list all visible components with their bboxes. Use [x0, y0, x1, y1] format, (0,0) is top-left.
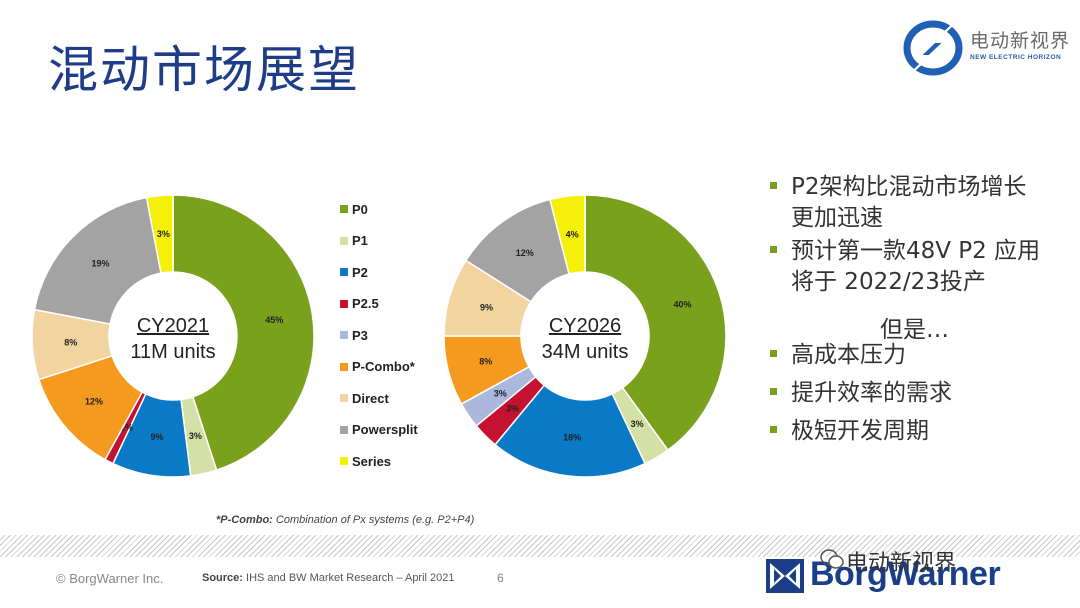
bullet-item: 预计第一款48V P2 应用 将于 2022/23投产: [770, 236, 1040, 298]
electric-horizon-logo: 电动新视界 NEW ELECTRIC HORIZON: [900, 12, 1070, 78]
donut-data-label: 3%: [189, 431, 202, 441]
source-text: IHS and BW Market Research – April 2021: [242, 572, 455, 584]
footnote-text: Combination of Px systems (e.g. P2+P4): [272, 514, 475, 526]
donut-data-label: 9%: [480, 302, 493, 312]
legend-item: P-Combo*: [340, 358, 415, 376]
bullet-item: 提升效率的需求: [770, 378, 952, 409]
logo-chinese-name: 电动新视界: [970, 30, 1071, 52]
donut-data-label: 3%: [494, 389, 507, 399]
donut-data-label: 12%: [516, 248, 534, 258]
legend-label: P-Combo*: [352, 359, 415, 374]
legend-item: Series: [340, 452, 391, 470]
bullet-line: P2架构比混动市场增长: [791, 174, 1027, 200]
legend-item: P0: [340, 200, 368, 218]
bullet-text: 极短开发周期: [791, 416, 929, 447]
donut-slice-p2: [494, 384, 647, 478]
legend-item: P1: [340, 232, 368, 250]
borgwarner-logo-icon: [766, 559, 804, 593]
donut-slice-powersplit: [33, 196, 162, 325]
donut-data-label: 1%: [120, 422, 133, 432]
legend-swatch: [340, 394, 348, 402]
donut-data-label: 45%: [265, 315, 283, 325]
legend-swatch: [340, 205, 348, 213]
legend-item: Powersplit: [340, 421, 418, 439]
donut-center-year: CY2026: [549, 315, 621, 337]
legend-label: P3: [352, 327, 368, 343]
bullet-text: P2架构比混动市场增长 更加迅速: [791, 172, 1027, 234]
donut-data-label: 40%: [673, 299, 691, 309]
donut-data-label: 12%: [85, 396, 103, 406]
legend-item: P2.5: [340, 295, 379, 313]
legend-label: P1: [352, 233, 368, 248]
bullet-line: 更加迅速: [791, 205, 883, 231]
donut-data-label: 8%: [479, 356, 492, 366]
legend-item: P2: [340, 263, 368, 281]
legend-swatch: [340, 362, 348, 371]
bullet-item: P2架构比混动市场增长 更加迅速: [770, 172, 1027, 234]
donut-data-label: 3%: [506, 403, 519, 413]
legend-label: Direct: [352, 390, 389, 406]
legend-label: P0: [352, 201, 368, 217]
legend-item: Direct: [340, 389, 389, 407]
source-label: Source:: [202, 572, 243, 584]
bullet-item: 极短开发周期: [770, 416, 929, 447]
legend-swatch: [340, 299, 348, 308]
bullet-square-icon: [770, 350, 777, 357]
donut-data-label: 3%: [631, 419, 644, 429]
bullet-line: 高成本压力: [791, 342, 906, 368]
legend-swatch: [340, 236, 348, 245]
donut-slice-series: [145, 194, 174, 275]
legend-item: P3: [340, 326, 368, 344]
bullet-text: 预计第一款48V P2 应用 将于 2022/23投产: [791, 236, 1040, 298]
donut-center-units: 11M units: [130, 341, 215, 363]
footer-stripe: [0, 535, 1080, 557]
bullet-text: 提升效率的需求: [791, 378, 952, 409]
source-note: Source: IHS and BW Market Research – Apr…: [202, 572, 455, 584]
wechat-icon: [820, 549, 844, 569]
bullet-square-icon: [770, 426, 777, 433]
footnote: *P-Combo: Combination of Px systems (e.g…: [216, 514, 474, 526]
bullet-item: 高成本压力: [770, 340, 906, 371]
donut-slice-p0: [584, 194, 727, 452]
donut-slice-series: [549, 194, 586, 275]
logo-english-name: NEW ELECTRIC HORIZON: [970, 54, 1062, 61]
donut-center-units: 34M units: [542, 341, 629, 363]
legend-swatch: [340, 457, 348, 465]
legend-label: P2: [352, 264, 368, 280]
bullet-square-icon: [770, 182, 777, 189]
slide-title: 混动市场展望: [48, 41, 360, 99]
footnote-label: *P-Combo:: [216, 514, 273, 526]
legend-label: Series: [352, 453, 392, 469]
donut-data-label: 3%: [157, 229, 170, 239]
legend-swatch: [340, 331, 348, 339]
bullet-line: 将于 2022/23投产: [791, 269, 986, 295]
bullet-text: 高成本压力: [791, 340, 906, 371]
bullet-line: 提升效率的需求: [791, 380, 952, 406]
donut-data-label: 18%: [563, 433, 581, 443]
electric-horizon-logo-icon: [903, 15, 963, 77]
donut-data-label: 8%: [64, 337, 77, 347]
donut-data-label: 4%: [566, 229, 579, 239]
bullet-line: 预计第一款48V P2 应用: [791, 238, 1041, 264]
bullet-square-icon: [770, 246, 777, 253]
donut-center-year: CY2021: [137, 315, 209, 337]
but-line: 但是…: [880, 317, 949, 343]
donut-data-label: 19%: [92, 259, 110, 269]
watermark-text: 电动新视界: [846, 551, 957, 576]
legend-swatch: [340, 268, 348, 276]
legend-swatch: [340, 425, 348, 434]
legend-label: Powersplit: [352, 422, 418, 437]
donut-data-label: 9%: [150, 432, 163, 442]
copyright: © BorgWarner Inc.: [56, 571, 164, 586]
bullet-line: 极短开发周期: [791, 418, 929, 444]
bullet-square-icon: [770, 388, 777, 395]
donut-slice-p0: [172, 194, 315, 472]
legend-label: P2.5: [352, 296, 379, 311]
page-number: 6: [497, 571, 504, 585]
